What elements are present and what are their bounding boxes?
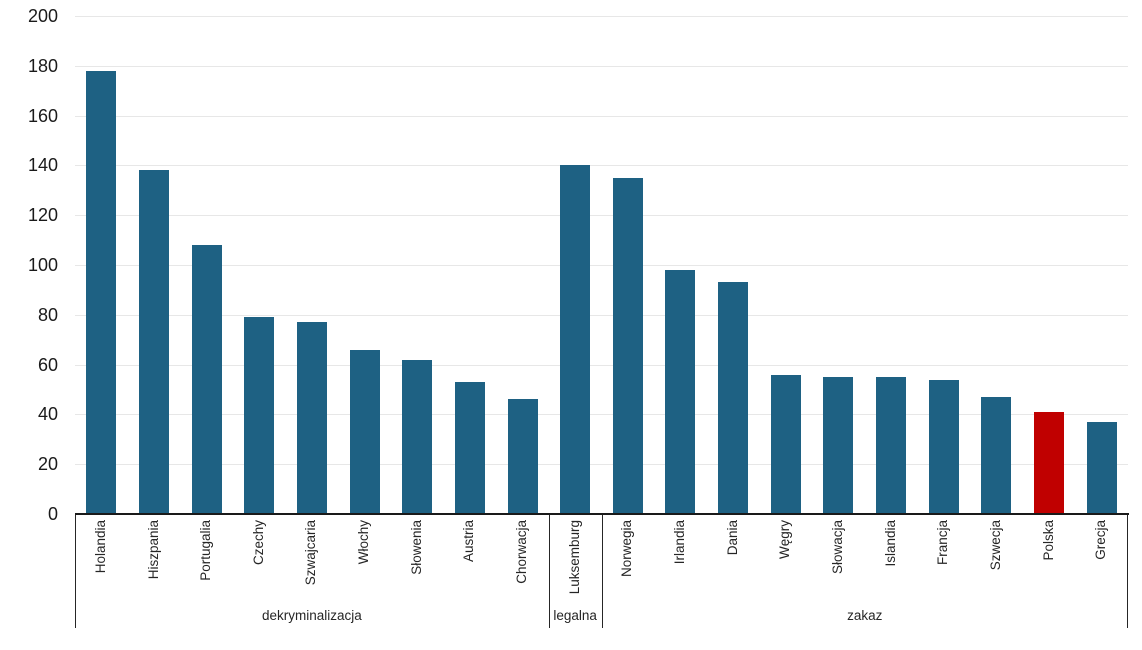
x-label-irlandia: Irlandia xyxy=(672,520,688,565)
bar-czechy[interactable] xyxy=(244,317,275,514)
x-label-szwajcaria: Szwajcaria xyxy=(303,520,319,586)
group-label-dekryminalizacja: dekryminalizacja xyxy=(262,608,362,623)
category-axis: Holandia Hiszpania Portugalia Czechy Szwajca… xyxy=(75,514,1128,628)
bar-hiszpania[interactable] xyxy=(138,170,169,514)
gridline xyxy=(75,65,1128,67)
y-axis-tick-label: 20 xyxy=(37,454,58,475)
y-axis-tick-label: 120 xyxy=(27,205,58,226)
bar-wegry[interactable] xyxy=(770,374,801,514)
category-label-slot: Hiszpania xyxy=(128,520,181,579)
category-label-slot: Portugalia xyxy=(180,520,233,581)
x-label-dania: Dania xyxy=(724,520,740,556)
x-label-francja: Francja xyxy=(935,520,951,566)
group-label-legalna: legalna xyxy=(553,608,597,623)
bar-luksemburg[interactable] xyxy=(560,165,591,514)
bar-szwecja[interactable] xyxy=(981,396,1012,514)
x-label-austria: Austria xyxy=(461,520,477,563)
gridline xyxy=(75,464,1128,466)
gridline xyxy=(75,414,1128,416)
gridline xyxy=(75,314,1128,316)
bar-chorwacja[interactable] xyxy=(507,399,538,514)
y-axis-tick-label: 40 xyxy=(37,404,58,425)
y-axis-tick-label: 140 xyxy=(27,155,58,176)
x-label-szwecja: Szwecja xyxy=(987,520,1003,571)
bar-holandia[interactable] xyxy=(86,70,117,514)
category-label-slot: Dania xyxy=(707,520,760,555)
bar-slowacja[interactable] xyxy=(823,377,854,514)
bar-dania[interactable] xyxy=(718,282,749,514)
gridline xyxy=(75,265,1128,266)
category-label-slot: Słowenia xyxy=(391,520,444,575)
group-separator xyxy=(601,514,603,628)
x-label-czechy: Czechy xyxy=(250,520,266,566)
y-axis-tick-label: 180 xyxy=(27,55,58,76)
x-label-wegry: Węgry xyxy=(777,520,793,560)
x-axis-line xyxy=(75,513,1129,515)
category-label-slot: Czechy xyxy=(233,520,286,565)
y-axis-tick-label: 0 xyxy=(47,504,58,524)
bar-grecja[interactable] xyxy=(1086,421,1117,514)
bar-slowenia[interactable] xyxy=(402,359,433,514)
x-label-norwegia: Norwegia xyxy=(619,520,635,578)
bar-polska[interactable] xyxy=(1034,411,1065,514)
plot-area xyxy=(75,16,1128,514)
x-label-luksemburg: Luksemburg xyxy=(566,520,582,595)
x-label-hiszpania: Hiszpania xyxy=(145,520,161,580)
x-label-polska: Polska xyxy=(1040,520,1056,561)
category-label-slot: Słowacja xyxy=(812,520,865,574)
category-label-slot: Luksemburg xyxy=(549,520,602,594)
category-label-slot: Irlandia xyxy=(654,520,707,564)
group-separator xyxy=(548,514,550,628)
gridline xyxy=(75,16,1128,17)
gridline xyxy=(75,115,1128,117)
x-label-holandia: Holandia xyxy=(92,520,108,574)
category-label-slot: Norwegia xyxy=(602,520,655,577)
category-label-slot: Szwecja xyxy=(970,520,1023,570)
group-separator xyxy=(75,514,76,628)
x-label-grecja: Grecja xyxy=(1093,520,1109,560)
category-label-slot: Grecja xyxy=(1075,520,1128,560)
category-label-slot: Islandia xyxy=(865,520,918,567)
gridline xyxy=(75,215,1128,217)
category-label-slot: Włochy xyxy=(338,520,391,564)
y-axis-tick-label: 200 xyxy=(27,6,58,26)
category-label-slot: Francja xyxy=(917,520,970,565)
bar-wlochy[interactable] xyxy=(349,349,380,514)
y-axis: 0 20 40 60 80 100 120 140 160 180 200 xyxy=(0,0,58,650)
x-label-slowacja: Słowacja xyxy=(829,520,845,575)
y-axis-tick-label: 160 xyxy=(27,105,58,126)
y-axis-tick-label: 60 xyxy=(37,354,58,375)
y-axis-tick-label: 100 xyxy=(27,255,58,275)
group-separator xyxy=(1127,514,1128,628)
bar-islandia[interactable] xyxy=(876,377,907,514)
gridline xyxy=(75,165,1128,167)
bar-austria[interactable] xyxy=(454,382,485,514)
category-label-slot: Holandia xyxy=(75,520,128,573)
y-axis-tick-label: 80 xyxy=(37,304,58,325)
x-label-slowenia: Słowenia xyxy=(408,520,424,575)
gridline xyxy=(75,364,1128,366)
bar-szwajcaria[interactable] xyxy=(296,322,327,514)
x-label-islandia: Islandia xyxy=(882,520,898,567)
bar-portugalia[interactable] xyxy=(191,245,222,514)
category-label-slot: Chorwacja xyxy=(496,520,549,584)
bar-irlandia[interactable] xyxy=(665,269,696,514)
category-label-slot: Szwajcaria xyxy=(286,520,339,585)
x-label-portugalia: Portugalia xyxy=(198,520,214,581)
x-label-chorwacja: Chorwacja xyxy=(514,520,530,584)
bar-norwegia[interactable] xyxy=(612,177,643,514)
group-label-zakaz: zakaz xyxy=(847,608,883,623)
category-label-slot: Austria xyxy=(444,520,497,562)
x-label-wlochy: Włochy xyxy=(356,520,372,565)
category-label-slot: Polska xyxy=(1023,520,1076,561)
category-label-slot: Węgry xyxy=(759,520,812,559)
bar-francja[interactable] xyxy=(928,379,959,514)
